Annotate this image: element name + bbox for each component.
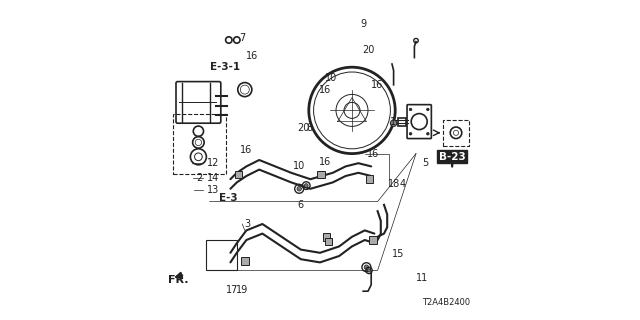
Text: 15: 15 xyxy=(392,249,404,260)
Text: 16: 16 xyxy=(319,156,332,167)
Text: 16: 16 xyxy=(240,145,252,156)
Text: B-23: B-23 xyxy=(439,152,465,162)
Bar xyxy=(443,120,468,146)
Text: 18: 18 xyxy=(388,179,400,189)
Circle shape xyxy=(390,120,397,126)
Text: 16: 16 xyxy=(367,148,380,159)
Text: 20: 20 xyxy=(362,44,374,55)
Text: 20: 20 xyxy=(298,123,310,133)
Bar xyxy=(317,171,325,178)
Bar xyxy=(235,171,243,178)
Text: T2A4B2400: T2A4B2400 xyxy=(422,298,470,307)
Text: 9: 9 xyxy=(360,19,366,29)
Text: 8: 8 xyxy=(307,123,313,133)
Text: 3: 3 xyxy=(245,219,251,229)
Circle shape xyxy=(410,132,412,135)
Text: 16: 16 xyxy=(246,51,259,61)
Circle shape xyxy=(426,108,429,111)
Text: 7: 7 xyxy=(239,33,246,44)
Text: 14: 14 xyxy=(207,172,220,183)
Circle shape xyxy=(364,265,369,269)
Text: E-3: E-3 xyxy=(219,193,238,203)
Bar xyxy=(325,238,333,245)
Text: 1: 1 xyxy=(390,116,396,127)
Text: 5: 5 xyxy=(422,158,429,168)
Text: 16: 16 xyxy=(371,80,383,90)
Text: 4: 4 xyxy=(399,179,406,189)
Circle shape xyxy=(426,132,429,135)
Bar xyxy=(206,240,237,270)
Bar xyxy=(173,114,226,174)
Circle shape xyxy=(410,108,412,111)
Bar xyxy=(398,118,406,126)
Circle shape xyxy=(297,187,301,191)
Bar xyxy=(369,236,377,244)
Text: FR.: FR. xyxy=(168,275,189,285)
Text: E-3-1: E-3-1 xyxy=(210,62,240,72)
Bar xyxy=(323,233,330,241)
Text: 6: 6 xyxy=(298,200,304,210)
Bar xyxy=(241,257,249,265)
Bar xyxy=(366,175,374,183)
Text: 2: 2 xyxy=(196,172,202,183)
Text: 11: 11 xyxy=(416,273,428,284)
Text: 13: 13 xyxy=(207,185,220,196)
Text: 12: 12 xyxy=(207,158,220,168)
Circle shape xyxy=(367,269,371,272)
Text: 17: 17 xyxy=(227,284,239,295)
Text: 16: 16 xyxy=(319,84,332,95)
Text: 10: 10 xyxy=(292,161,305,172)
Circle shape xyxy=(305,184,308,188)
Text: 19: 19 xyxy=(236,284,248,295)
Text: 10: 10 xyxy=(325,73,337,84)
